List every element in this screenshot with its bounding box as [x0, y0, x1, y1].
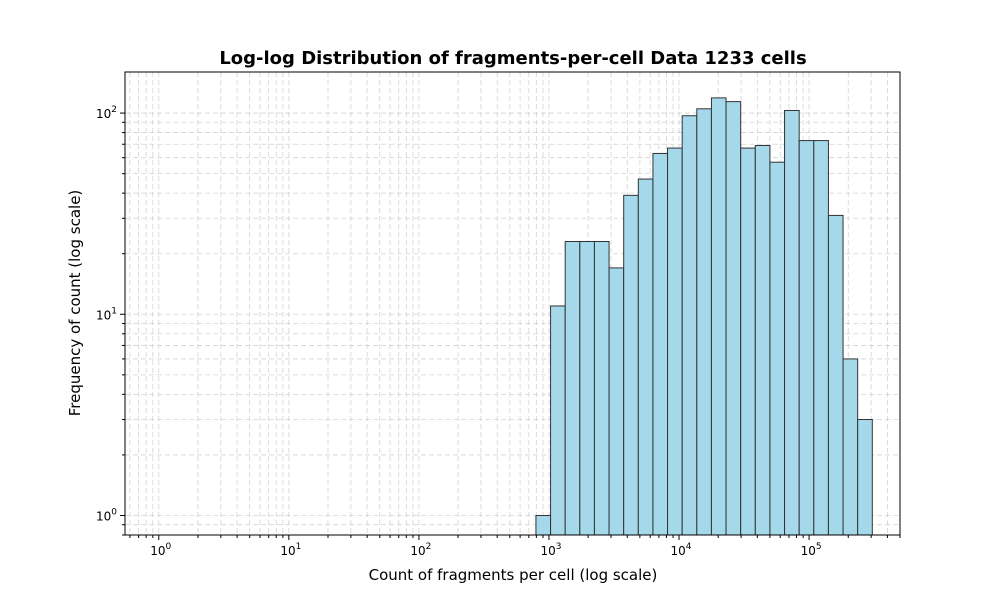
histogram-bar [667, 147, 683, 536]
histogram-bar [623, 194, 639, 536]
axis-ticks: 100 101 102 103 104 105 100 101 102 [96, 105, 901, 558]
histogram-bar [754, 144, 771, 536]
histogram-bar [608, 267, 625, 536]
y-tick-label: 100 [96, 508, 117, 524]
plot-frame [124, 71, 901, 536]
x-tick-label: 104 [671, 542, 692, 558]
x-tick-label: 102 [410, 542, 431, 558]
histogram-bar [681, 115, 698, 536]
histogram-bar [813, 140, 829, 536]
histogram-bar [564, 241, 581, 536]
histogram-bar [652, 152, 669, 536]
x-axis-label: Count of fragments per cell (log scale) [369, 566, 658, 584]
y-tick-label: 102 [96, 105, 117, 121]
histogram-bar [593, 241, 610, 536]
histogram-bar [842, 358, 859, 536]
x-tick-label: 103 [540, 542, 561, 558]
histogram-bar [769, 161, 786, 536]
histogram-bar [740, 147, 756, 536]
histogram-bars [535, 97, 873, 536]
histogram-bar [579, 241, 595, 536]
x-tick-label: 105 [801, 542, 822, 558]
y-axis-label: Frequency of count (log scale) [66, 190, 84, 417]
histogram-bar [798, 140, 815, 536]
x-tick-label: 100 [150, 542, 171, 558]
y-tick-label: 101 [96, 306, 117, 322]
histogram-bar [827, 214, 844, 536]
histogram-bar [857, 418, 873, 536]
histogram-bar [550, 305, 566, 536]
histogram-bar [637, 178, 654, 536]
histogram-bar [725, 101, 742, 536]
chart-title: Log-log Distribution of fragments-per-ce… [219, 48, 806, 69]
x-tick-label: 101 [280, 542, 301, 558]
histogram-bar [784, 109, 800, 536]
histogram-bar [535, 515, 552, 536]
histogram-bar [696, 108, 712, 536]
histogram-bar [710, 97, 727, 536]
